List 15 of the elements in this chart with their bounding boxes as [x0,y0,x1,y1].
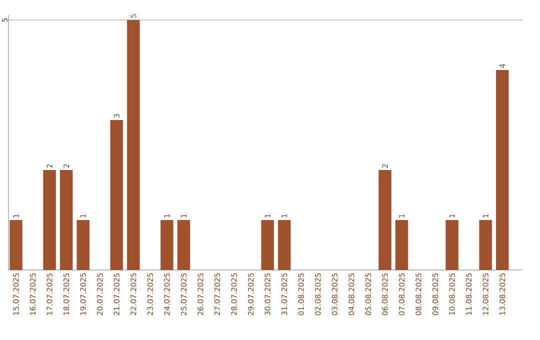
bar [43,170,56,270]
bar [378,170,392,270]
bar [278,220,291,270]
bar [60,170,73,270]
bar [496,70,509,270]
bar [446,220,458,270]
bar [479,220,492,270]
bar [10,220,22,270]
bar [127,20,140,270]
bar [110,120,123,270]
bar [177,220,190,270]
bar [160,220,174,270]
bar [395,220,408,270]
bar [76,220,90,270]
bar [261,220,274,270]
